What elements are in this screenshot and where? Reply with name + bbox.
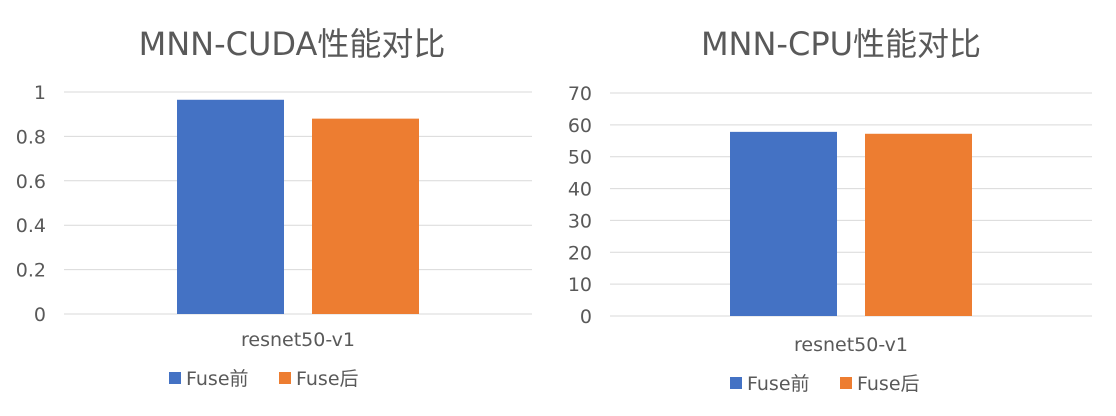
bar-fuse-after [312,118,419,314]
chart-title: MNN-CPU性能对比 [701,25,981,63]
y-tick-label: 0.4 [16,215,46,237]
y-tick-label: 20 [568,242,592,264]
y-tick-label: 30 [568,210,592,232]
cpu-chart: MNN-CPU性能对比 0 10 20 30 40 50 60 70 resnet50-v1 Fus… [568,25,1092,395]
y-tick-label: 0.6 [16,171,46,193]
y-tick-label: 10 [568,274,592,296]
chart-title: MNN-CUDA性能对比 [139,25,446,63]
bar-fuse-before [730,131,837,316]
x-category-label: resnet50-v1 [794,334,908,356]
y-tick-label: 70 [568,83,592,105]
x-category-label: resnet50-v1 [241,329,355,351]
legend-swatch [840,377,852,389]
bar-fuse-after [865,133,972,316]
y-tick-label: 0.8 [16,126,46,148]
bar-fuse-before [177,99,284,315]
legend-label: Fuse后 [857,373,920,395]
y-tick-label: 0 [34,304,46,326]
legend-swatch [169,372,181,384]
legend-label: Fuse前 [186,368,249,390]
y-tick-label: 0.2 [16,260,46,282]
legend-swatch [279,372,291,384]
cuda-chart: MNN-CUDA性能对比 0 0.2 0.4 0.6 0.8 1 resnet50-v1 Fus… [16,25,532,390]
y-tick-label: 50 [568,147,592,169]
y-tick-label: 60 [568,115,592,137]
legend-swatch [730,377,742,389]
legend-label: Fuse前 [747,373,810,395]
y-tick-label: 0 [580,306,592,328]
y-tick-label: 40 [568,179,592,201]
y-tick-label: 1 [34,82,46,104]
legend-label: Fuse后 [296,368,359,390]
